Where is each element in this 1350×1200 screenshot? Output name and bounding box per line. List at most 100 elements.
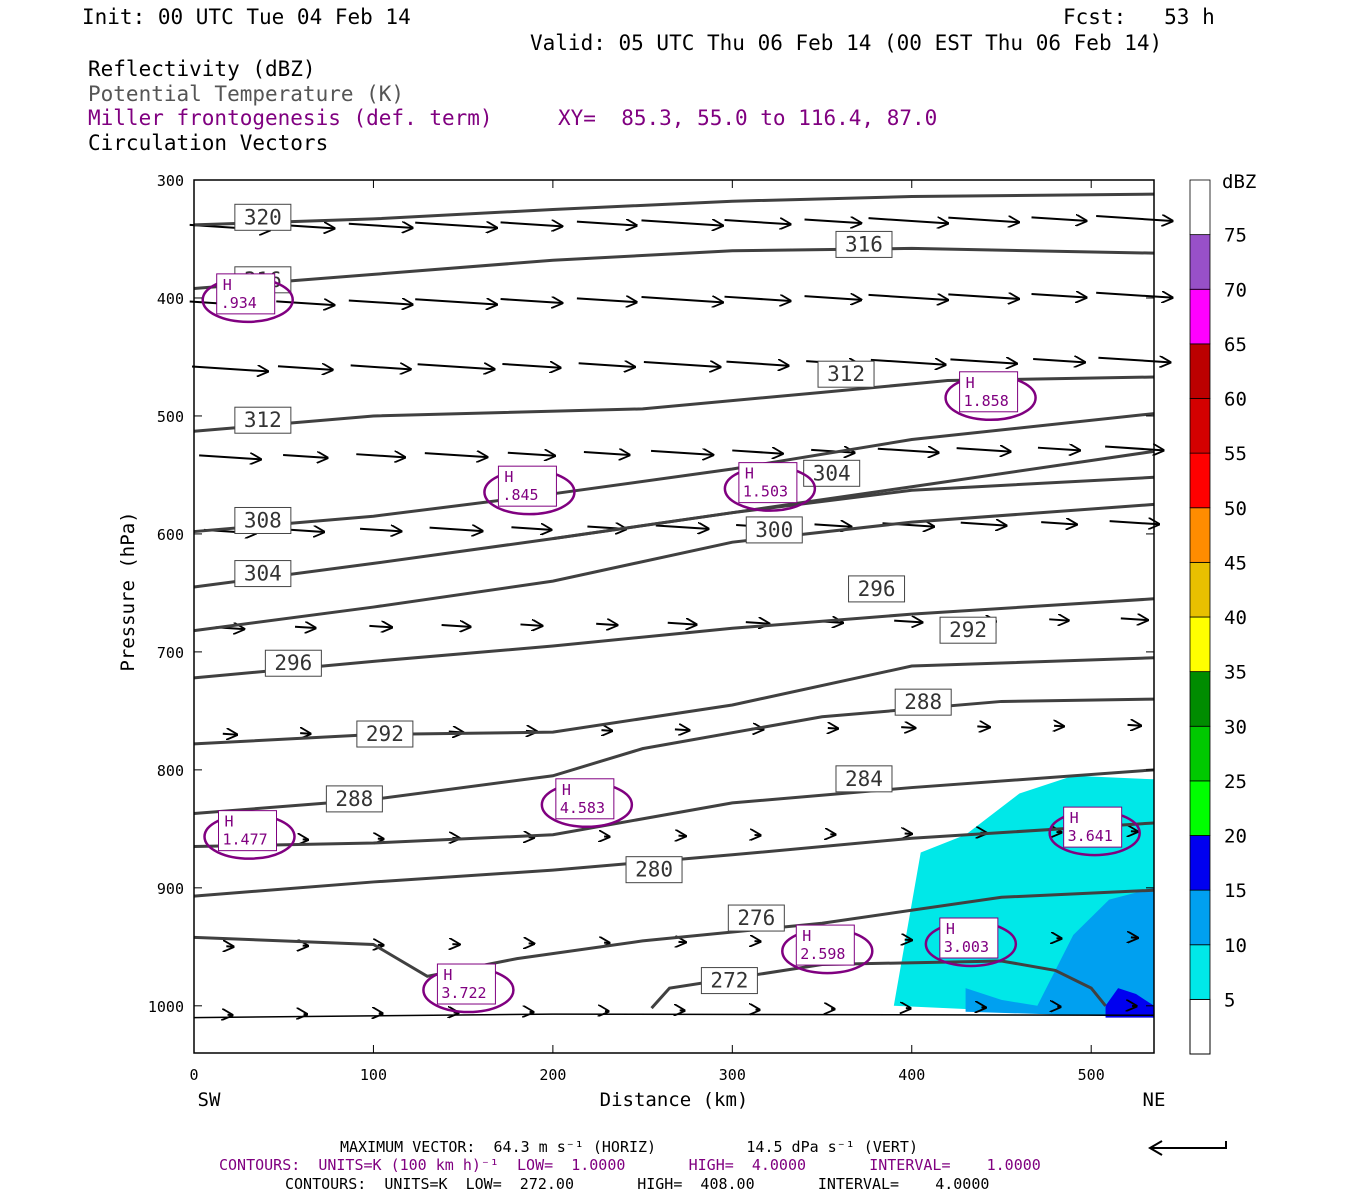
circulation-vector bbox=[596, 624, 617, 625]
x-axis-title: Distance (km) bbox=[600, 1089, 749, 1111]
circulation-vector bbox=[1054, 726, 1064, 727]
x-tick-label: 300 bbox=[719, 1066, 746, 1084]
fronto-max-value: 2.598 bbox=[800, 945, 845, 963]
colorbar-level: 10 bbox=[1224, 935, 1247, 957]
fronto-max-box bbox=[216, 273, 276, 315]
y-tick-label: 300 bbox=[157, 172, 184, 190]
colorbar-bin bbox=[1189, 944, 1211, 1000]
max-vector-note: MAXIMUM VECTOR: 64.3 m s⁻¹ (HORIZ) 14.5 … bbox=[340, 1138, 918, 1156]
circulation-vector bbox=[732, 450, 782, 453]
theta-label-box bbox=[264, 649, 322, 677]
circulation-vector bbox=[641, 297, 722, 302]
colorbar-bin bbox=[1189, 889, 1211, 946]
theta-label: 272 bbox=[710, 969, 748, 993]
theta-contour bbox=[193, 246, 1155, 291]
theta-label-box bbox=[848, 575, 906, 603]
forecast-hour: Fcst: 53 h bbox=[1063, 5, 1215, 29]
theta-label-box bbox=[700, 967, 758, 995]
colorbar-bin bbox=[1189, 452, 1211, 509]
circulation-vector bbox=[601, 730, 612, 731]
circulation-vector bbox=[507, 453, 555, 456]
circulation-vector bbox=[674, 729, 689, 730]
fronto-max-label: H bbox=[443, 966, 452, 984]
circulation-vector bbox=[429, 528, 483, 531]
fronto-max-label: H bbox=[562, 781, 571, 799]
circulation-vector bbox=[870, 360, 946, 365]
fronto-max-box bbox=[738, 462, 798, 504]
x-tick-label: 200 bbox=[539, 1066, 566, 1084]
theta-label-box bbox=[625, 856, 683, 884]
circulation-vector bbox=[283, 455, 327, 458]
circulation-vector bbox=[576, 222, 637, 226]
circulation-vector bbox=[726, 362, 788, 366]
field-vectors: Circulation Vectors bbox=[88, 131, 329, 155]
circulation-vector bbox=[950, 359, 1016, 363]
theta-label: 296 bbox=[858, 577, 896, 601]
circulation-vector bbox=[868, 295, 948, 300]
fronto-max-label: H bbox=[1070, 809, 1079, 827]
fronto-max-value: .845 bbox=[502, 486, 538, 504]
y-tick-label: 600 bbox=[157, 526, 184, 544]
circulation-vector bbox=[948, 218, 1018, 223]
circulation-vector bbox=[641, 220, 722, 225]
theta-label-box bbox=[835, 765, 893, 793]
circulation-vector bbox=[356, 454, 405, 457]
colorbar-level: 40 bbox=[1224, 607, 1247, 629]
ground-line bbox=[193, 1013, 1155, 1019]
colorbar-bin bbox=[1189, 343, 1211, 399]
fronto-max-box bbox=[555, 778, 615, 820]
circulation-vector bbox=[576, 298, 637, 302]
circulation-vector bbox=[724, 297, 791, 301]
theta-contour-note: CONTOURS: UNITS=K LOW= 272.00 HIGH= 408.… bbox=[285, 1175, 990, 1193]
fronto-max-label: H bbox=[223, 276, 232, 294]
colorbar-title: dBZ bbox=[1222, 171, 1256, 193]
circulation-vector bbox=[294, 627, 315, 628]
theta-label-box bbox=[234, 506, 292, 534]
colorbar-bin bbox=[1189, 288, 1211, 345]
x-tick-label: 0 bbox=[189, 1066, 198, 1084]
circulation-vector bbox=[948, 294, 1018, 299]
theta-label-box bbox=[234, 560, 292, 588]
theta-contour bbox=[552, 449, 1155, 541]
circulation-vector bbox=[415, 299, 497, 304]
circulation-vector bbox=[814, 524, 852, 526]
circulation-vector bbox=[901, 727, 915, 728]
circulation-vector bbox=[359, 529, 401, 532]
colorbar-level: 5 bbox=[1224, 989, 1235, 1011]
fronto-max-label: H bbox=[225, 813, 234, 831]
theta-label-box bbox=[727, 904, 785, 932]
circulation-vector bbox=[348, 224, 413, 228]
circulation-vector bbox=[520, 624, 542, 625]
circulation-vector bbox=[191, 367, 268, 372]
fronto-max-label: H bbox=[745, 465, 754, 483]
colorbar-level: 55 bbox=[1224, 443, 1247, 465]
theta-label-box bbox=[234, 203, 292, 231]
circulation-vector bbox=[1109, 521, 1159, 524]
colorbar-level: 35 bbox=[1224, 662, 1247, 684]
circulation-vector bbox=[1031, 217, 1087, 221]
colorbar-level: 20 bbox=[1224, 826, 1247, 848]
plot-frame bbox=[193, 179, 1155, 1054]
field-reflectivity: Reflectivity (dBZ) bbox=[88, 57, 316, 81]
theta-label: 312 bbox=[827, 362, 865, 386]
colorbar-bin bbox=[1189, 835, 1211, 891]
circulation-vector bbox=[502, 364, 560, 368]
circulation-vector bbox=[369, 626, 391, 627]
x-tick-label: 100 bbox=[360, 1066, 387, 1084]
circulation-vector bbox=[804, 296, 862, 300]
theta-label-box bbox=[234, 406, 292, 434]
x-tick-label: 500 bbox=[1078, 1066, 1105, 1084]
circulation-vector bbox=[286, 530, 324, 532]
circulation-vector bbox=[500, 299, 563, 303]
theta-label: 296 bbox=[274, 651, 312, 675]
theta-label: 312 bbox=[244, 408, 282, 432]
theta-label: 292 bbox=[366, 722, 404, 746]
colorbar-bin bbox=[1189, 507, 1211, 563]
theta-label-box bbox=[835, 230, 893, 258]
theta-label-box bbox=[939, 616, 997, 644]
theta-label: 316 bbox=[845, 232, 883, 256]
circulation-vector bbox=[348, 300, 413, 304]
fronto-max-value: 1.503 bbox=[743, 483, 788, 501]
circulation-vector bbox=[415, 223, 497, 228]
circulation-vector bbox=[350, 365, 411, 369]
